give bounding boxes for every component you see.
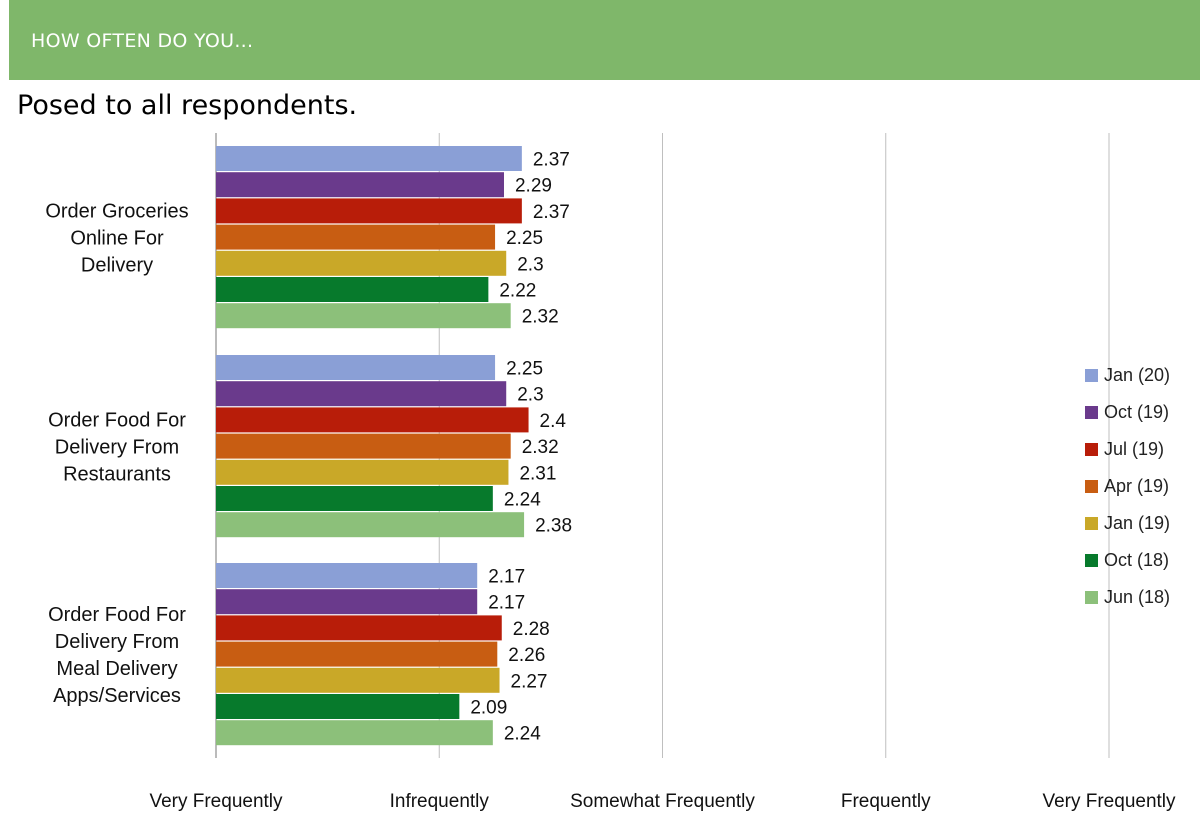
legend-label: Jan (20) [1104, 365, 1171, 385]
bar [216, 355, 496, 380]
bar [216, 589, 478, 615]
data-label: 2.4 [540, 411, 567, 432]
data-label: 2.28 [513, 619, 550, 640]
category-label: Restaurants [63, 464, 171, 486]
bar [216, 146, 522, 171]
x-tick-label: Very Frequently [149, 791, 283, 812]
legend-item: Apr (19) [1085, 468, 1170, 505]
data-label: 2.24 [504, 724, 541, 745]
data-label: 2.22 [499, 281, 536, 302]
data-label: 2.26 [508, 645, 545, 666]
category-label: Order Food For [48, 604, 186, 626]
data-label: 2.25 [506, 359, 543, 380]
data-label: 2.3 [517, 385, 543, 406]
bar [216, 303, 511, 329]
bar [216, 512, 525, 538]
legend-swatch [1085, 480, 1098, 493]
legend-item: Jul (19) [1085, 431, 1170, 468]
data-label: 2.32 [522, 437, 559, 458]
legend-label: Jun (18) [1104, 587, 1171, 607]
category-label: Delivery From [55, 631, 179, 653]
category-label: Order Food For [48, 410, 186, 432]
x-tick-label: Frequently [841, 791, 931, 812]
category-label: Delivery [81, 255, 153, 277]
bar [216, 641, 498, 667]
legend-swatch [1085, 443, 1098, 456]
data-label: 2.17 [488, 567, 525, 588]
header-title: HOW OFTEN DO YOU... [31, 30, 254, 52]
data-label: 2.17 [488, 593, 525, 614]
data-label: 2.37 [533, 150, 570, 171]
chart-subtitle: Posed to all respondents. [17, 90, 358, 121]
legend-item: Jan (20) [1085, 357, 1170, 394]
data-label: 2.09 [470, 698, 507, 719]
legend-item: Jan (19) [1085, 505, 1170, 542]
x-tick-label: Somewhat Frequently [570, 791, 755, 812]
legend-label: Jan (19) [1104, 513, 1171, 533]
bar [216, 694, 460, 719]
legend-item: Jun (18) [1085, 579, 1170, 616]
legend-swatch [1085, 406, 1098, 419]
bar [216, 486, 493, 511]
legend-swatch [1085, 369, 1098, 382]
data-label: 2.3 [517, 254, 543, 275]
bar [216, 563, 478, 588]
data-label: 2.31 [519, 463, 556, 484]
data-label: 2.37 [533, 202, 570, 223]
bar [216, 277, 489, 302]
category-label: Order Groceries [45, 201, 188, 223]
data-label: 2.24 [504, 490, 541, 511]
category-label: Delivery From [55, 437, 179, 459]
legend-label: Oct (19) [1104, 402, 1170, 422]
bar [216, 720, 493, 746]
x-tick-label: Very Frequently [1042, 791, 1176, 812]
data-label: 2.27 [511, 671, 548, 692]
bar [216, 615, 502, 641]
bar [216, 667, 500, 693]
legend-label: Jul (19) [1104, 439, 1165, 459]
legend-label: Apr (19) [1104, 476, 1170, 496]
category-label: Apps/Services [53, 685, 181, 707]
bar [216, 198, 522, 224]
data-label: 2.29 [515, 176, 552, 197]
legend-item: Oct (19) [1085, 394, 1170, 431]
data-label: 2.32 [522, 307, 559, 328]
legend-item: Oct (18) [1085, 542, 1170, 579]
bar [216, 381, 507, 407]
legend-swatch [1085, 591, 1098, 604]
data-label: 2.25 [506, 228, 543, 249]
data-label: 2.38 [535, 516, 572, 537]
bar [216, 250, 507, 276]
x-tick-label: Infrequently [390, 791, 490, 812]
header-band: HOW OFTEN DO YOU... [9, 0, 1200, 80]
bar [216, 224, 496, 250]
category-label: Meal Delivery [56, 658, 177, 680]
legend-label: Oct (18) [1104, 550, 1170, 570]
bar [216, 172, 504, 198]
bar [216, 433, 511, 459]
chart-legend: Jan (20) Oct (19) Jul (19) Apr (19) Jan (19)… [1085, 357, 1170, 616]
category-label: Online For [70, 228, 164, 250]
legend-swatch [1085, 554, 1098, 567]
bar [216, 459, 509, 485]
legend-swatch [1085, 517, 1098, 530]
bar [216, 407, 529, 433]
